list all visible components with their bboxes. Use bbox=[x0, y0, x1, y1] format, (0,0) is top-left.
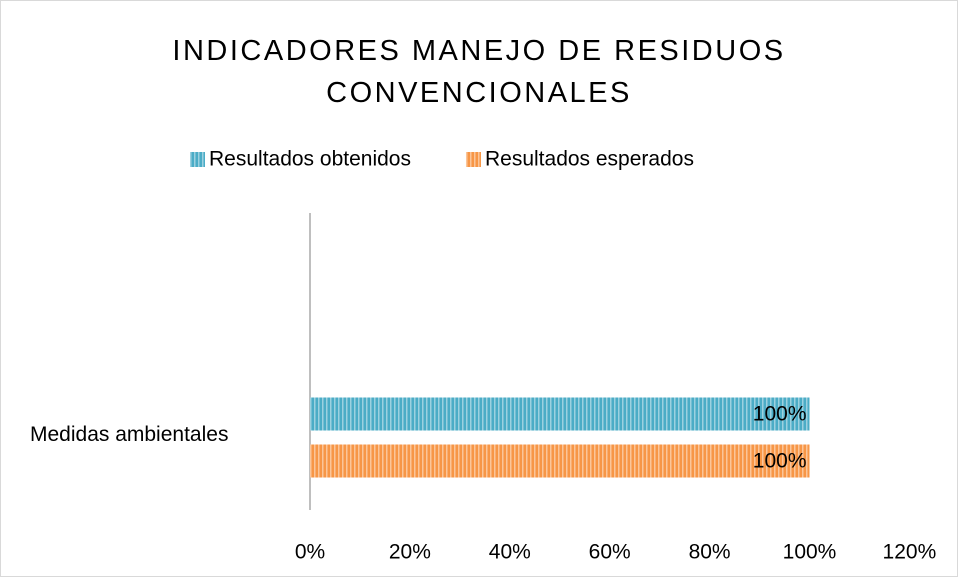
data-label: 100% bbox=[753, 403, 807, 426]
legend-swatch bbox=[465, 152, 481, 167]
bar bbox=[310, 444, 810, 478]
legend-label: Resultados obtenidos bbox=[209, 148, 411, 171]
x-tick-label: 20% bbox=[389, 541, 431, 564]
y-tick-label: Medidas ambientales bbox=[30, 423, 228, 446]
x-tick-label: 100% bbox=[783, 541, 837, 564]
data-label: 100% bbox=[753, 450, 807, 473]
x-tick-label: 80% bbox=[689, 541, 731, 564]
x-tick-label: 40% bbox=[489, 541, 531, 564]
legend-swatch bbox=[190, 152, 205, 167]
x-tick-label: 120% bbox=[883, 541, 937, 564]
x-tick-label: 60% bbox=[589, 541, 631, 564]
bar bbox=[310, 397, 810, 431]
chart-title: INDICADORES MANEJO DE RESIDUOS CONVENCIO… bbox=[172, 35, 786, 109]
x-tick-label: 0% bbox=[295, 541, 325, 564]
legend-label: Resultados esperados bbox=[485, 148, 694, 171]
